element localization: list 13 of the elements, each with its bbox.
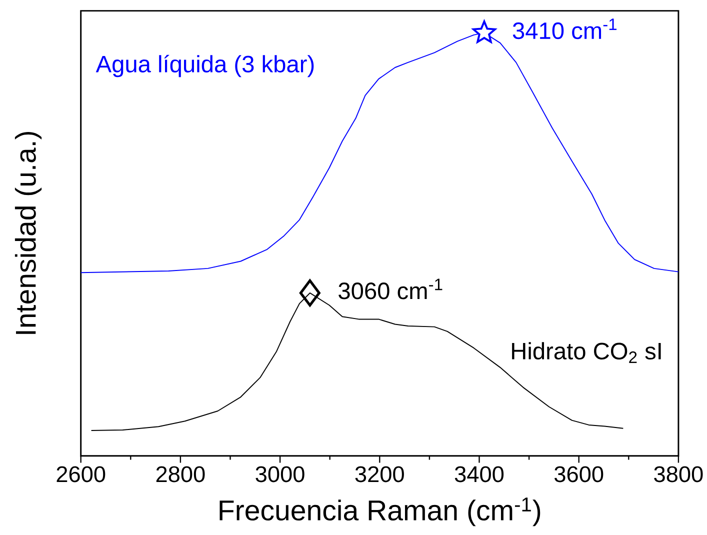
- x-tick-label: 2800: [156, 466, 205, 482]
- x-tick-label: 3600: [554, 466, 604, 482]
- annotation: 3410 cm$^{-1}$: [512, 18, 617, 40]
- x-tick-label: 2600: [56, 466, 106, 482]
- series-label: Hidrato CO$_{2}$ sI: [512, 342, 661, 364]
- x-tick-label: 3800: [654, 466, 703, 482]
- x-tick-label: 3200: [355, 466, 404, 482]
- x-tick-label: 3400: [454, 466, 504, 482]
- y-axis-title: Intensidad (u.a.): [14, 132, 42, 334]
- x-tick-label: 3000: [256, 466, 304, 482]
- annotation: 3060 cm$^{-1}$: [338, 278, 442, 300]
- text: Agua líquida (3 kbar): [96, 55, 314, 78]
- x-axis-title: Frecuencia Raman (cm$^{-1}$): [220, 498, 540, 526]
